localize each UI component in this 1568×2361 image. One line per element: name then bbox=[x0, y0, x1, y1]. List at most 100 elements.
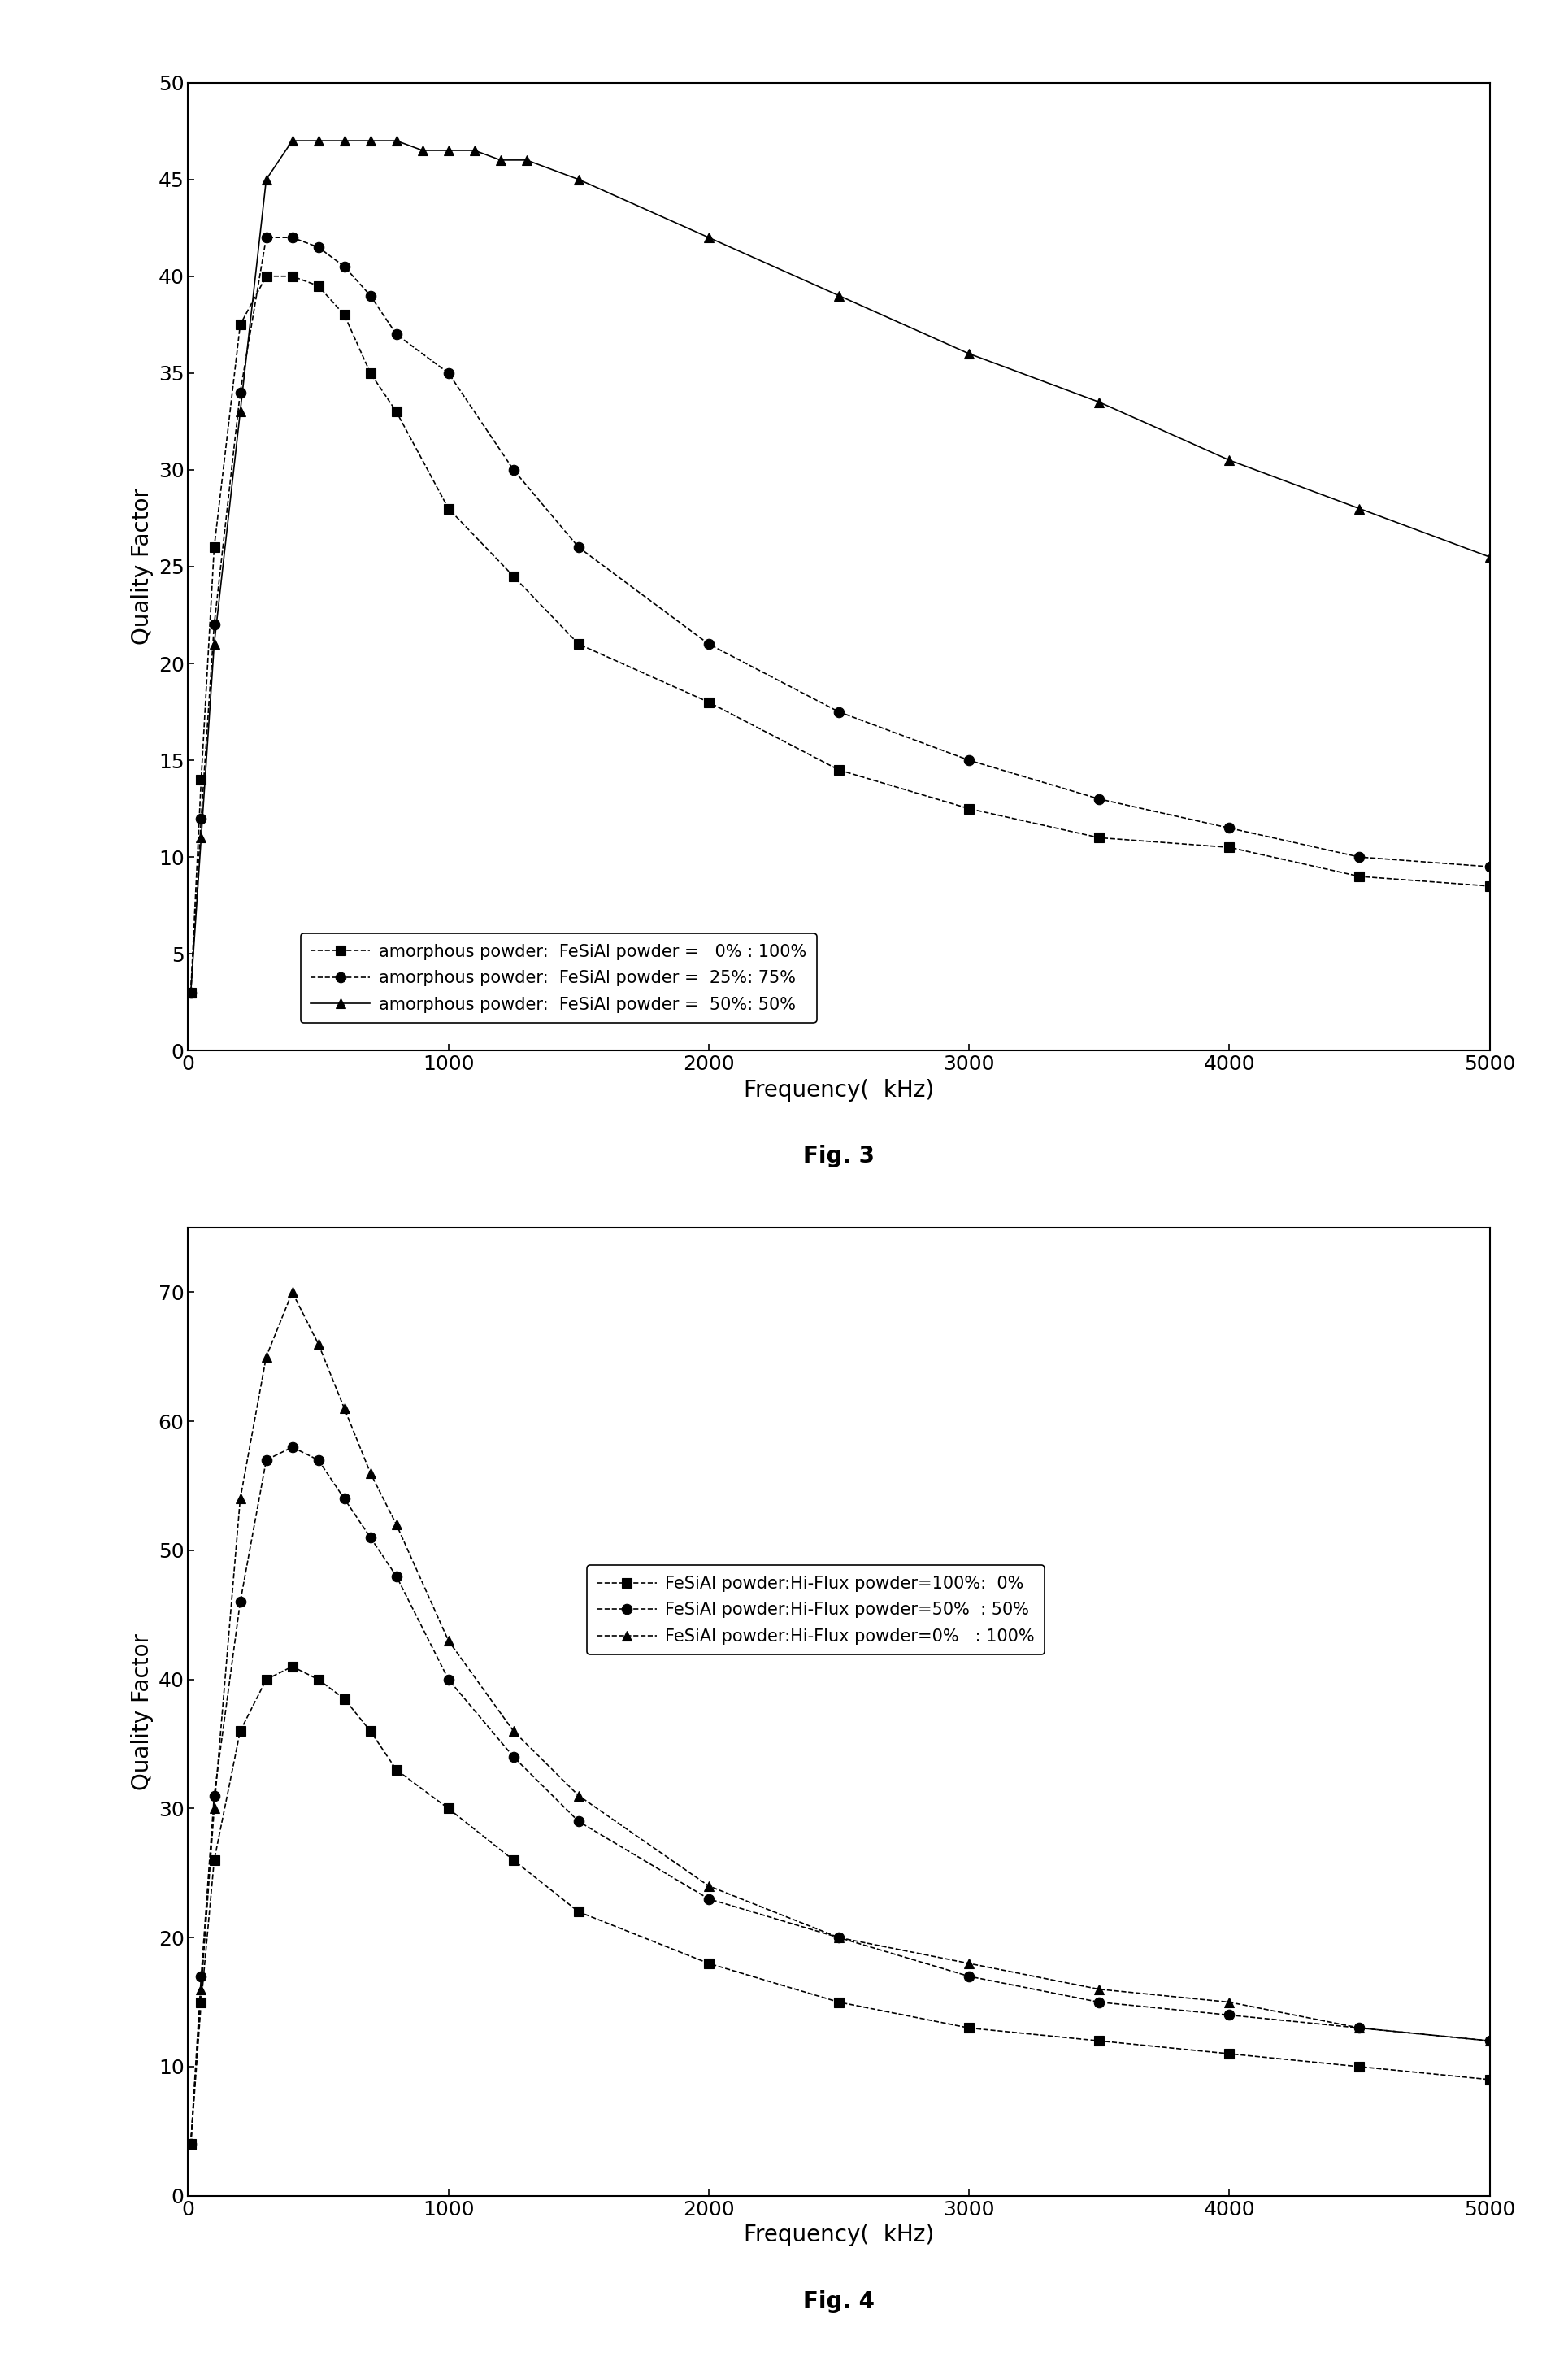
FeSiAl powder:Hi-Flux powder=100%:  0%: (1e+03, 30): 0%: (1e+03, 30) bbox=[439, 1794, 458, 1823]
FeSiAl powder:Hi-Flux powder=0%   : 100%: (3.5e+03, 16): 100%: (3.5e+03, 16) bbox=[1090, 1976, 1109, 2004]
FeSiAl powder:Hi-Flux powder=50%  : 50%: (600, 54): 50%: (600, 54) bbox=[336, 1485, 354, 1513]
FeSiAl powder:Hi-Flux powder=100%:  0%: (2.5e+03, 15): 0%: (2.5e+03, 15) bbox=[829, 1988, 848, 2016]
FeSiAl powder:Hi-Flux powder=100%:  0%: (5e+03, 9): 0%: (5e+03, 9) bbox=[1480, 2066, 1499, 2094]
Line: amorphous powder:  FeSiAl powder =  25%: 75%: amorphous powder: FeSiAl powder = 25%: 7… bbox=[185, 231, 1494, 999]
amorphous powder:  FeSiAl powder =  25%: 75%: (4e+03, 11.5): FeSiAl powder = 25%: 75%: (4e+03, 11.5) bbox=[1220, 815, 1239, 843]
FeSiAl powder:Hi-Flux powder=50%  : 50%: (500, 57): 50%: (500, 57) bbox=[309, 1445, 328, 1473]
FeSiAl powder:Hi-Flux powder=50%  : 50%: (4.5e+03, 13): 50%: (4.5e+03, 13) bbox=[1350, 2014, 1369, 2042]
FeSiAl powder:Hi-Flux powder=100%:  0%: (3.5e+03, 12): 0%: (3.5e+03, 12) bbox=[1090, 2026, 1109, 2054]
amorphous powder:  FeSiAl powder =  50%: 50%: (800, 47): FeSiAl powder = 50%: 50%: (800, 47) bbox=[387, 127, 406, 156]
amorphous powder:  FeSiAl powder =  25%: 75%: (600, 40.5): FeSiAl powder = 25%: 75%: (600, 40.5) bbox=[336, 253, 354, 281]
FeSiAl powder:Hi-Flux powder=0%   : 100%: (4e+03, 15): 100%: (4e+03, 15) bbox=[1220, 1988, 1239, 2016]
amorphous powder:  FeSiAl powder =   0% : 100%: (400, 40): FeSiAl powder = 0% : 100%: (400, 40) bbox=[282, 262, 301, 290]
amorphous powder:  FeSiAl powder =  25%: 75%: (1.5e+03, 26): FeSiAl powder = 25%: 75%: (1.5e+03, 26) bbox=[569, 534, 588, 562]
amorphous powder:  FeSiAl powder =   0% : 100%: (4.5e+03, 9): FeSiAl powder = 0% : 100%: (4.5e+03, 9) bbox=[1350, 862, 1369, 890]
amorphous powder:  FeSiAl powder =  50%: 50%: (5e+03, 25.5): FeSiAl powder = 50%: 50%: (5e+03, 25.5) bbox=[1480, 543, 1499, 571]
FeSiAl powder:Hi-Flux powder=0%   : 100%: (400, 70): 100%: (400, 70) bbox=[282, 1277, 301, 1306]
amorphous powder:  FeSiAl powder =  25%: 75%: (2e+03, 21): FeSiAl powder = 25%: 75%: (2e+03, 21) bbox=[699, 630, 718, 659]
FeSiAl powder:Hi-Flux powder=0%   : 100%: (200, 54): 100%: (200, 54) bbox=[230, 1485, 249, 1513]
Legend: amorphous powder:  FeSiAl powder =   0% : 100%, amorphous powder:  FeSiAl powder: amorphous powder: FeSiAl powder = 0% : 1… bbox=[301, 933, 817, 1022]
amorphous powder:  FeSiAl powder =   0% : 100%: (50, 14): FeSiAl powder = 0% : 100%: (50, 14) bbox=[191, 765, 210, 793]
Legend: FeSiAl powder:Hi-Flux powder=100%:  0%, FeSiAl powder:Hi-Flux powder=50%  : 50%,: FeSiAl powder:Hi-Flux powder=100%: 0%, F… bbox=[586, 1565, 1044, 1655]
amorphous powder:  FeSiAl powder =   0% : 100%: (5e+03, 8.5): FeSiAl powder = 0% : 100%: (5e+03, 8.5) bbox=[1480, 871, 1499, 900]
Text: Fig. 3: Fig. 3 bbox=[803, 1145, 875, 1169]
FeSiAl powder:Hi-Flux powder=50%  : 50%: (3e+03, 17): 50%: (3e+03, 17) bbox=[960, 1962, 978, 1990]
amorphous powder:  FeSiAl powder =  50%: 50%: (200, 33): FeSiAl powder = 50%: 50%: (200, 33) bbox=[230, 397, 249, 425]
Text: Fig. 4: Fig. 4 bbox=[803, 2290, 875, 2314]
Line: amorphous powder:  FeSiAl powder =  50%: 50%: amorphous powder: FeSiAl powder = 50%: 5… bbox=[185, 135, 1494, 999]
FeSiAl powder:Hi-Flux powder=100%:  0%: (700, 36): 0%: (700, 36) bbox=[361, 1716, 379, 1745]
amorphous powder:  FeSiAl powder =  50%: 50%: (300, 45): FeSiAl powder = 50%: 50%: (300, 45) bbox=[257, 165, 276, 194]
FeSiAl powder:Hi-Flux powder=50%  : 50%: (1.25e+03, 34): 50%: (1.25e+03, 34) bbox=[503, 1742, 522, 1771]
FeSiAl powder:Hi-Flux powder=100%:  0%: (500, 40): 0%: (500, 40) bbox=[309, 1665, 328, 1693]
FeSiAl powder:Hi-Flux powder=50%  : 50%: (200, 46): 50%: (200, 46) bbox=[230, 1589, 249, 1617]
FeSiAl powder:Hi-Flux powder=100%:  0%: (2e+03, 18): 0%: (2e+03, 18) bbox=[699, 1950, 718, 1979]
amorphous powder:  FeSiAl powder =  25%: 75%: (800, 37): FeSiAl powder = 25%: 75%: (800, 37) bbox=[387, 321, 406, 349]
amorphous powder:  FeSiAl powder =  25%: 75%: (3.5e+03, 13): FeSiAl powder = 25%: 75%: (3.5e+03, 13) bbox=[1090, 784, 1109, 812]
FeSiAl powder:Hi-Flux powder=0%   : 100%: (600, 61): 100%: (600, 61) bbox=[336, 1395, 354, 1424]
amorphous powder:  FeSiAl powder =  25%: 75%: (200, 34): FeSiAl powder = 25%: 75%: (200, 34) bbox=[230, 378, 249, 406]
FeSiAl powder:Hi-Flux powder=0%   : 100%: (5e+03, 12): 100%: (5e+03, 12) bbox=[1480, 2026, 1499, 2054]
amorphous powder:  FeSiAl powder =   0% : 100%: (3.5e+03, 11): FeSiAl powder = 0% : 100%: (3.5e+03, 11) bbox=[1090, 824, 1109, 852]
amorphous powder:  FeSiAl powder =  25%: 75%: (1e+03, 35): FeSiAl powder = 25%: 75%: (1e+03, 35) bbox=[439, 359, 458, 387]
FeSiAl powder:Hi-Flux powder=50%  : 50%: (300, 57): 50%: (300, 57) bbox=[257, 1445, 276, 1473]
FeSiAl powder:Hi-Flux powder=0%   : 100%: (10, 4): 100%: (10, 4) bbox=[182, 2130, 201, 2158]
amorphous powder:  FeSiAl powder =  50%: 50%: (700, 47): FeSiAl powder = 50%: 50%: (700, 47) bbox=[361, 127, 379, 156]
amorphous powder:  FeSiAl powder =   0% : 100%: (1.25e+03, 24.5): FeSiAl powder = 0% : 100%: (1.25e+03, 24… bbox=[503, 562, 522, 590]
X-axis label: Frequency(  kHz): Frequency( kHz) bbox=[743, 2224, 935, 2245]
FeSiAl powder:Hi-Flux powder=0%   : 100%: (1.5e+03, 31): 100%: (1.5e+03, 31) bbox=[569, 1783, 588, 1811]
Y-axis label: Quality Factor: Quality Factor bbox=[132, 1634, 154, 1790]
FeSiAl powder:Hi-Flux powder=0%   : 100%: (50, 16): 100%: (50, 16) bbox=[191, 1976, 210, 2004]
FeSiAl powder:Hi-Flux powder=0%   : 100%: (1.25e+03, 36): 100%: (1.25e+03, 36) bbox=[503, 1716, 522, 1745]
FeSiAl powder:Hi-Flux powder=100%:  0%: (10, 4): 0%: (10, 4) bbox=[182, 2130, 201, 2158]
FeSiAl powder:Hi-Flux powder=50%  : 50%: (2e+03, 23): 50%: (2e+03, 23) bbox=[699, 1884, 718, 1912]
FeSiAl powder:Hi-Flux powder=100%:  0%: (100, 26): 0%: (100, 26) bbox=[205, 1846, 224, 1875]
amorphous powder:  FeSiAl powder =  25%: 75%: (700, 39): FeSiAl powder = 25%: 75%: (700, 39) bbox=[361, 281, 379, 309]
amorphous powder:  FeSiAl powder =  50%: 50%: (900, 46.5): FeSiAl powder = 50%: 50%: (900, 46.5) bbox=[412, 137, 431, 165]
amorphous powder:  FeSiAl powder =   0% : 100%: (300, 40): FeSiAl powder = 0% : 100%: (300, 40) bbox=[257, 262, 276, 290]
FeSiAl powder:Hi-Flux powder=0%   : 100%: (2e+03, 24): 100%: (2e+03, 24) bbox=[699, 1872, 718, 1901]
amorphous powder:  FeSiAl powder =  25%: 75%: (100, 22): FeSiAl powder = 25%: 75%: (100, 22) bbox=[205, 611, 224, 640]
FeSiAl powder:Hi-Flux powder=100%:  0%: (300, 40): 0%: (300, 40) bbox=[257, 1665, 276, 1693]
amorphous powder:  FeSiAl powder =  50%: 50%: (1.2e+03, 46): FeSiAl powder = 50%: 50%: (1.2e+03, 46) bbox=[491, 146, 510, 175]
FeSiAl powder:Hi-Flux powder=100%:  0%: (3e+03, 13): 0%: (3e+03, 13) bbox=[960, 2014, 978, 2042]
FeSiAl powder:Hi-Flux powder=0%   : 100%: (3e+03, 18): 100%: (3e+03, 18) bbox=[960, 1950, 978, 1979]
Line: FeSiAl powder:Hi-Flux powder=50%  : 50%: FeSiAl powder:Hi-Flux powder=50% : 50% bbox=[185, 1443, 1494, 2149]
amorphous powder:  FeSiAl powder =  25%: 75%: (2.5e+03, 17.5): FeSiAl powder = 25%: 75%: (2.5e+03, 17.5… bbox=[829, 696, 848, 725]
FeSiAl powder:Hi-Flux powder=50%  : 50%: (700, 51): 50%: (700, 51) bbox=[361, 1523, 379, 1551]
FeSiAl powder:Hi-Flux powder=100%:  0%: (400, 41): 0%: (400, 41) bbox=[282, 1653, 301, 1681]
Line: amorphous powder:  FeSiAl powder =   0% : 100%: amorphous powder: FeSiAl powder = 0% : 1… bbox=[185, 272, 1494, 999]
amorphous powder:  FeSiAl powder =  50%: 50%: (1.1e+03, 46.5): FeSiAl powder = 50%: 50%: (1.1e+03, 46.5… bbox=[466, 137, 485, 165]
FeSiAl powder:Hi-Flux powder=100%:  0%: (4e+03, 11): 0%: (4e+03, 11) bbox=[1220, 2040, 1239, 2068]
amorphous powder:  FeSiAl powder =   0% : 100%: (1e+03, 28): FeSiAl powder = 0% : 100%: (1e+03, 28) bbox=[439, 493, 458, 522]
FeSiAl powder:Hi-Flux powder=50%  : 50%: (5e+03, 12): 50%: (5e+03, 12) bbox=[1480, 2026, 1499, 2054]
amorphous powder:  FeSiAl powder =  50%: 50%: (500, 47): FeSiAl powder = 50%: 50%: (500, 47) bbox=[309, 127, 328, 156]
FeSiAl powder:Hi-Flux powder=100%:  0%: (50, 15): 0%: (50, 15) bbox=[191, 1988, 210, 2016]
amorphous powder:  FeSiAl powder =  50%: 50%: (1.5e+03, 45): FeSiAl powder = 50%: 50%: (1.5e+03, 45) bbox=[569, 165, 588, 194]
Y-axis label: Quality Factor: Quality Factor bbox=[132, 489, 154, 645]
FeSiAl powder:Hi-Flux powder=50%  : 50%: (4e+03, 14): 50%: (4e+03, 14) bbox=[1220, 2000, 1239, 2028]
Line: FeSiAl powder:Hi-Flux powder=100%:  0%: FeSiAl powder:Hi-Flux powder=100%: 0% bbox=[185, 1662, 1494, 2149]
amorphous powder:  FeSiAl powder =  50%: 50%: (1e+03, 46.5): FeSiAl powder = 50%: 50%: (1e+03, 46.5) bbox=[439, 137, 458, 165]
amorphous powder:  FeSiAl powder =  25%: 75%: (4.5e+03, 10): FeSiAl powder = 25%: 75%: (4.5e+03, 10) bbox=[1350, 843, 1369, 871]
FeSiAl powder:Hi-Flux powder=0%   : 100%: (2.5e+03, 20): 100%: (2.5e+03, 20) bbox=[829, 1924, 848, 1953]
FeSiAl powder:Hi-Flux powder=50%  : 50%: (1e+03, 40): 50%: (1e+03, 40) bbox=[439, 1665, 458, 1693]
FeSiAl powder:Hi-Flux powder=50%  : 50%: (100, 31): 50%: (100, 31) bbox=[205, 1783, 224, 1811]
FeSiAl powder:Hi-Flux powder=0%   : 100%: (700, 56): 100%: (700, 56) bbox=[361, 1459, 379, 1487]
FeSiAl powder:Hi-Flux powder=50%  : 50%: (800, 48): 50%: (800, 48) bbox=[387, 1563, 406, 1591]
amorphous powder:  FeSiAl powder =  50%: 50%: (4e+03, 30.5): FeSiAl powder = 50%: 50%: (4e+03, 30.5) bbox=[1220, 446, 1239, 475]
FeSiAl powder:Hi-Flux powder=0%   : 100%: (800, 52): 100%: (800, 52) bbox=[387, 1511, 406, 1539]
amorphous powder:  FeSiAl powder =  50%: 50%: (400, 47): FeSiAl powder = 50%: 50%: (400, 47) bbox=[282, 127, 301, 156]
FeSiAl powder:Hi-Flux powder=50%  : 50%: (400, 58): 50%: (400, 58) bbox=[282, 1433, 301, 1461]
amorphous powder:  FeSiAl powder =  50%: 50%: (3.5e+03, 33.5): FeSiAl powder = 50%: 50%: (3.5e+03, 33.5… bbox=[1090, 387, 1109, 416]
amorphous powder:  FeSiAl powder =  25%: 75%: (5e+03, 9.5): FeSiAl powder = 25%: 75%: (5e+03, 9.5) bbox=[1480, 852, 1499, 881]
X-axis label: Frequency(  kHz): Frequency( kHz) bbox=[743, 1079, 935, 1100]
amorphous powder:  FeSiAl powder =  50%: 50%: (2.5e+03, 39): FeSiAl powder = 50%: 50%: (2.5e+03, 39) bbox=[829, 281, 848, 309]
FeSiAl powder:Hi-Flux powder=100%:  0%: (1.5e+03, 22): 0%: (1.5e+03, 22) bbox=[569, 1898, 588, 1927]
amorphous powder:  FeSiAl powder =   0% : 100%: (4e+03, 10.5): FeSiAl powder = 0% : 100%: (4e+03, 10.5) bbox=[1220, 833, 1239, 862]
amorphous powder:  FeSiAl powder =  50%: 50%: (10, 3): FeSiAl powder = 50%: 50%: (10, 3) bbox=[182, 977, 201, 1006]
amorphous powder:  FeSiAl powder =   0% : 100%: (800, 33): FeSiAl powder = 0% : 100%: (800, 33) bbox=[387, 397, 406, 425]
amorphous powder:  FeSiAl powder =  25%: 75%: (10, 3): FeSiAl powder = 25%: 75%: (10, 3) bbox=[182, 977, 201, 1006]
amorphous powder:  FeSiAl powder =   0% : 100%: (700, 35): FeSiAl powder = 0% : 100%: (700, 35) bbox=[361, 359, 379, 387]
amorphous powder:  FeSiAl powder =   0% : 100%: (100, 26): FeSiAl powder = 0% : 100%: (100, 26) bbox=[205, 534, 224, 562]
